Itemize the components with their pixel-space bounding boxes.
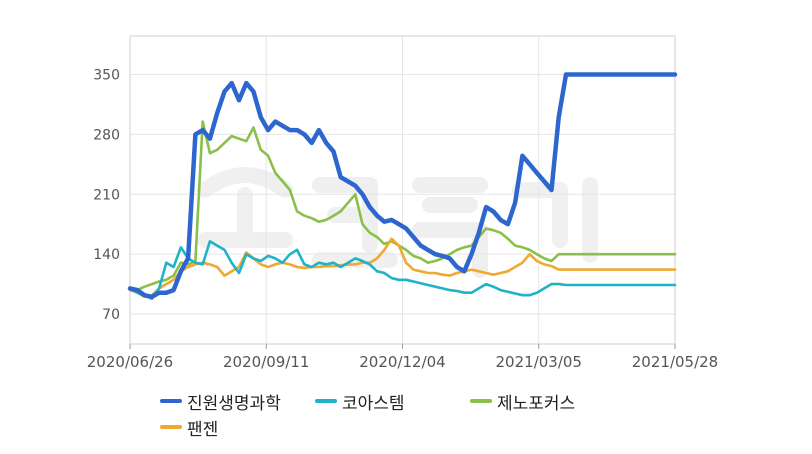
legend-item: 팬젠	[160, 414, 218, 440]
series-layer	[127, 72, 678, 301]
x-tick-label: 2021/03/05	[496, 353, 582, 371]
series-line-0	[127, 72, 678, 300]
y-tick-label: 140	[93, 247, 120, 263]
legend-swatch	[315, 399, 337, 403]
y-tick-label: 210	[93, 187, 120, 203]
y-axis: 70 140 210 280 350	[93, 68, 120, 324]
legend-item: 제노포커스	[470, 388, 575, 414]
series-line-3	[128, 237, 677, 299]
legend-label: 제노포커스	[497, 393, 576, 414]
legend-label: 팬젠	[187, 419, 219, 440]
x-axis: 2020/06/26 2020/09/11 2020/12/04 2021/03/05…	[87, 344, 718, 371]
y-tick-label: 350	[93, 68, 120, 84]
legend-item: 진원생명과학	[160, 388, 281, 414]
legend-swatch	[160, 425, 182, 429]
x-tick-label: 2021/05/28	[632, 353, 718, 371]
legend-label: 코아스템	[342, 393, 405, 414]
y-tick-label: 280	[93, 127, 120, 143]
x-tick-label: 2020/09/11	[223, 353, 309, 371]
legend-swatch	[470, 399, 492, 403]
legend-swatch	[160, 399, 182, 403]
x-tick-label: 2020/06/26	[87, 353, 173, 371]
series-line-2	[128, 120, 677, 292]
y-tick-label: 70	[102, 307, 120, 323]
legend-label: 진원생명과학	[187, 393, 281, 414]
legend-item: 코아스템	[315, 388, 405, 414]
series-line-1	[128, 240, 677, 301]
x-tick-label: 2020/12/04	[359, 353, 445, 371]
